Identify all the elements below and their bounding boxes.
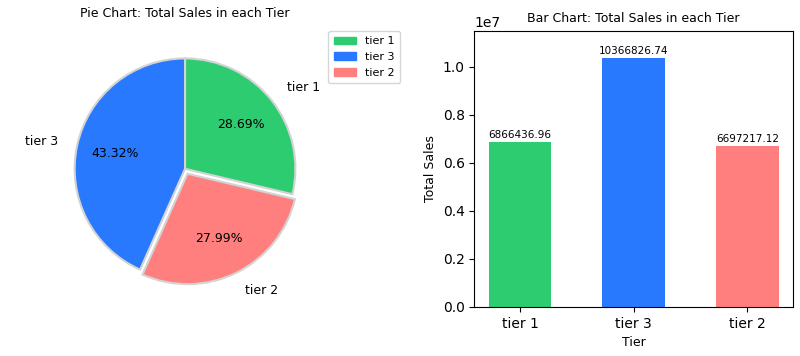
Text: tier 1: tier 1 xyxy=(287,82,320,94)
Bar xyxy=(716,146,778,307)
Bar xyxy=(489,142,551,307)
Text: 43.32%: 43.32% xyxy=(91,147,138,160)
Bar xyxy=(602,58,665,307)
Text: 10366826.74: 10366826.74 xyxy=(599,46,669,56)
X-axis label: Tier: Tier xyxy=(622,336,646,349)
Title: Bar Chart: Total Sales in each Tier: Bar Chart: Total Sales in each Tier xyxy=(527,12,740,26)
Text: tier 2: tier 2 xyxy=(246,284,278,297)
Wedge shape xyxy=(74,58,185,269)
Text: 27.99%: 27.99% xyxy=(195,231,243,245)
Wedge shape xyxy=(142,174,295,284)
Text: tier 3: tier 3 xyxy=(25,135,58,148)
Legend: tier 1, tier 3, tier 2: tier 1, tier 3, tier 2 xyxy=(328,31,400,83)
Text: 6866436.96: 6866436.96 xyxy=(489,130,552,140)
Wedge shape xyxy=(185,58,295,194)
Title: Pie Chart: Total Sales in each Tier: Pie Chart: Total Sales in each Tier xyxy=(80,7,290,20)
Y-axis label: Total Sales: Total Sales xyxy=(424,135,437,202)
Text: 6697217.12: 6697217.12 xyxy=(716,134,779,144)
Text: 28.69%: 28.69% xyxy=(218,118,265,131)
